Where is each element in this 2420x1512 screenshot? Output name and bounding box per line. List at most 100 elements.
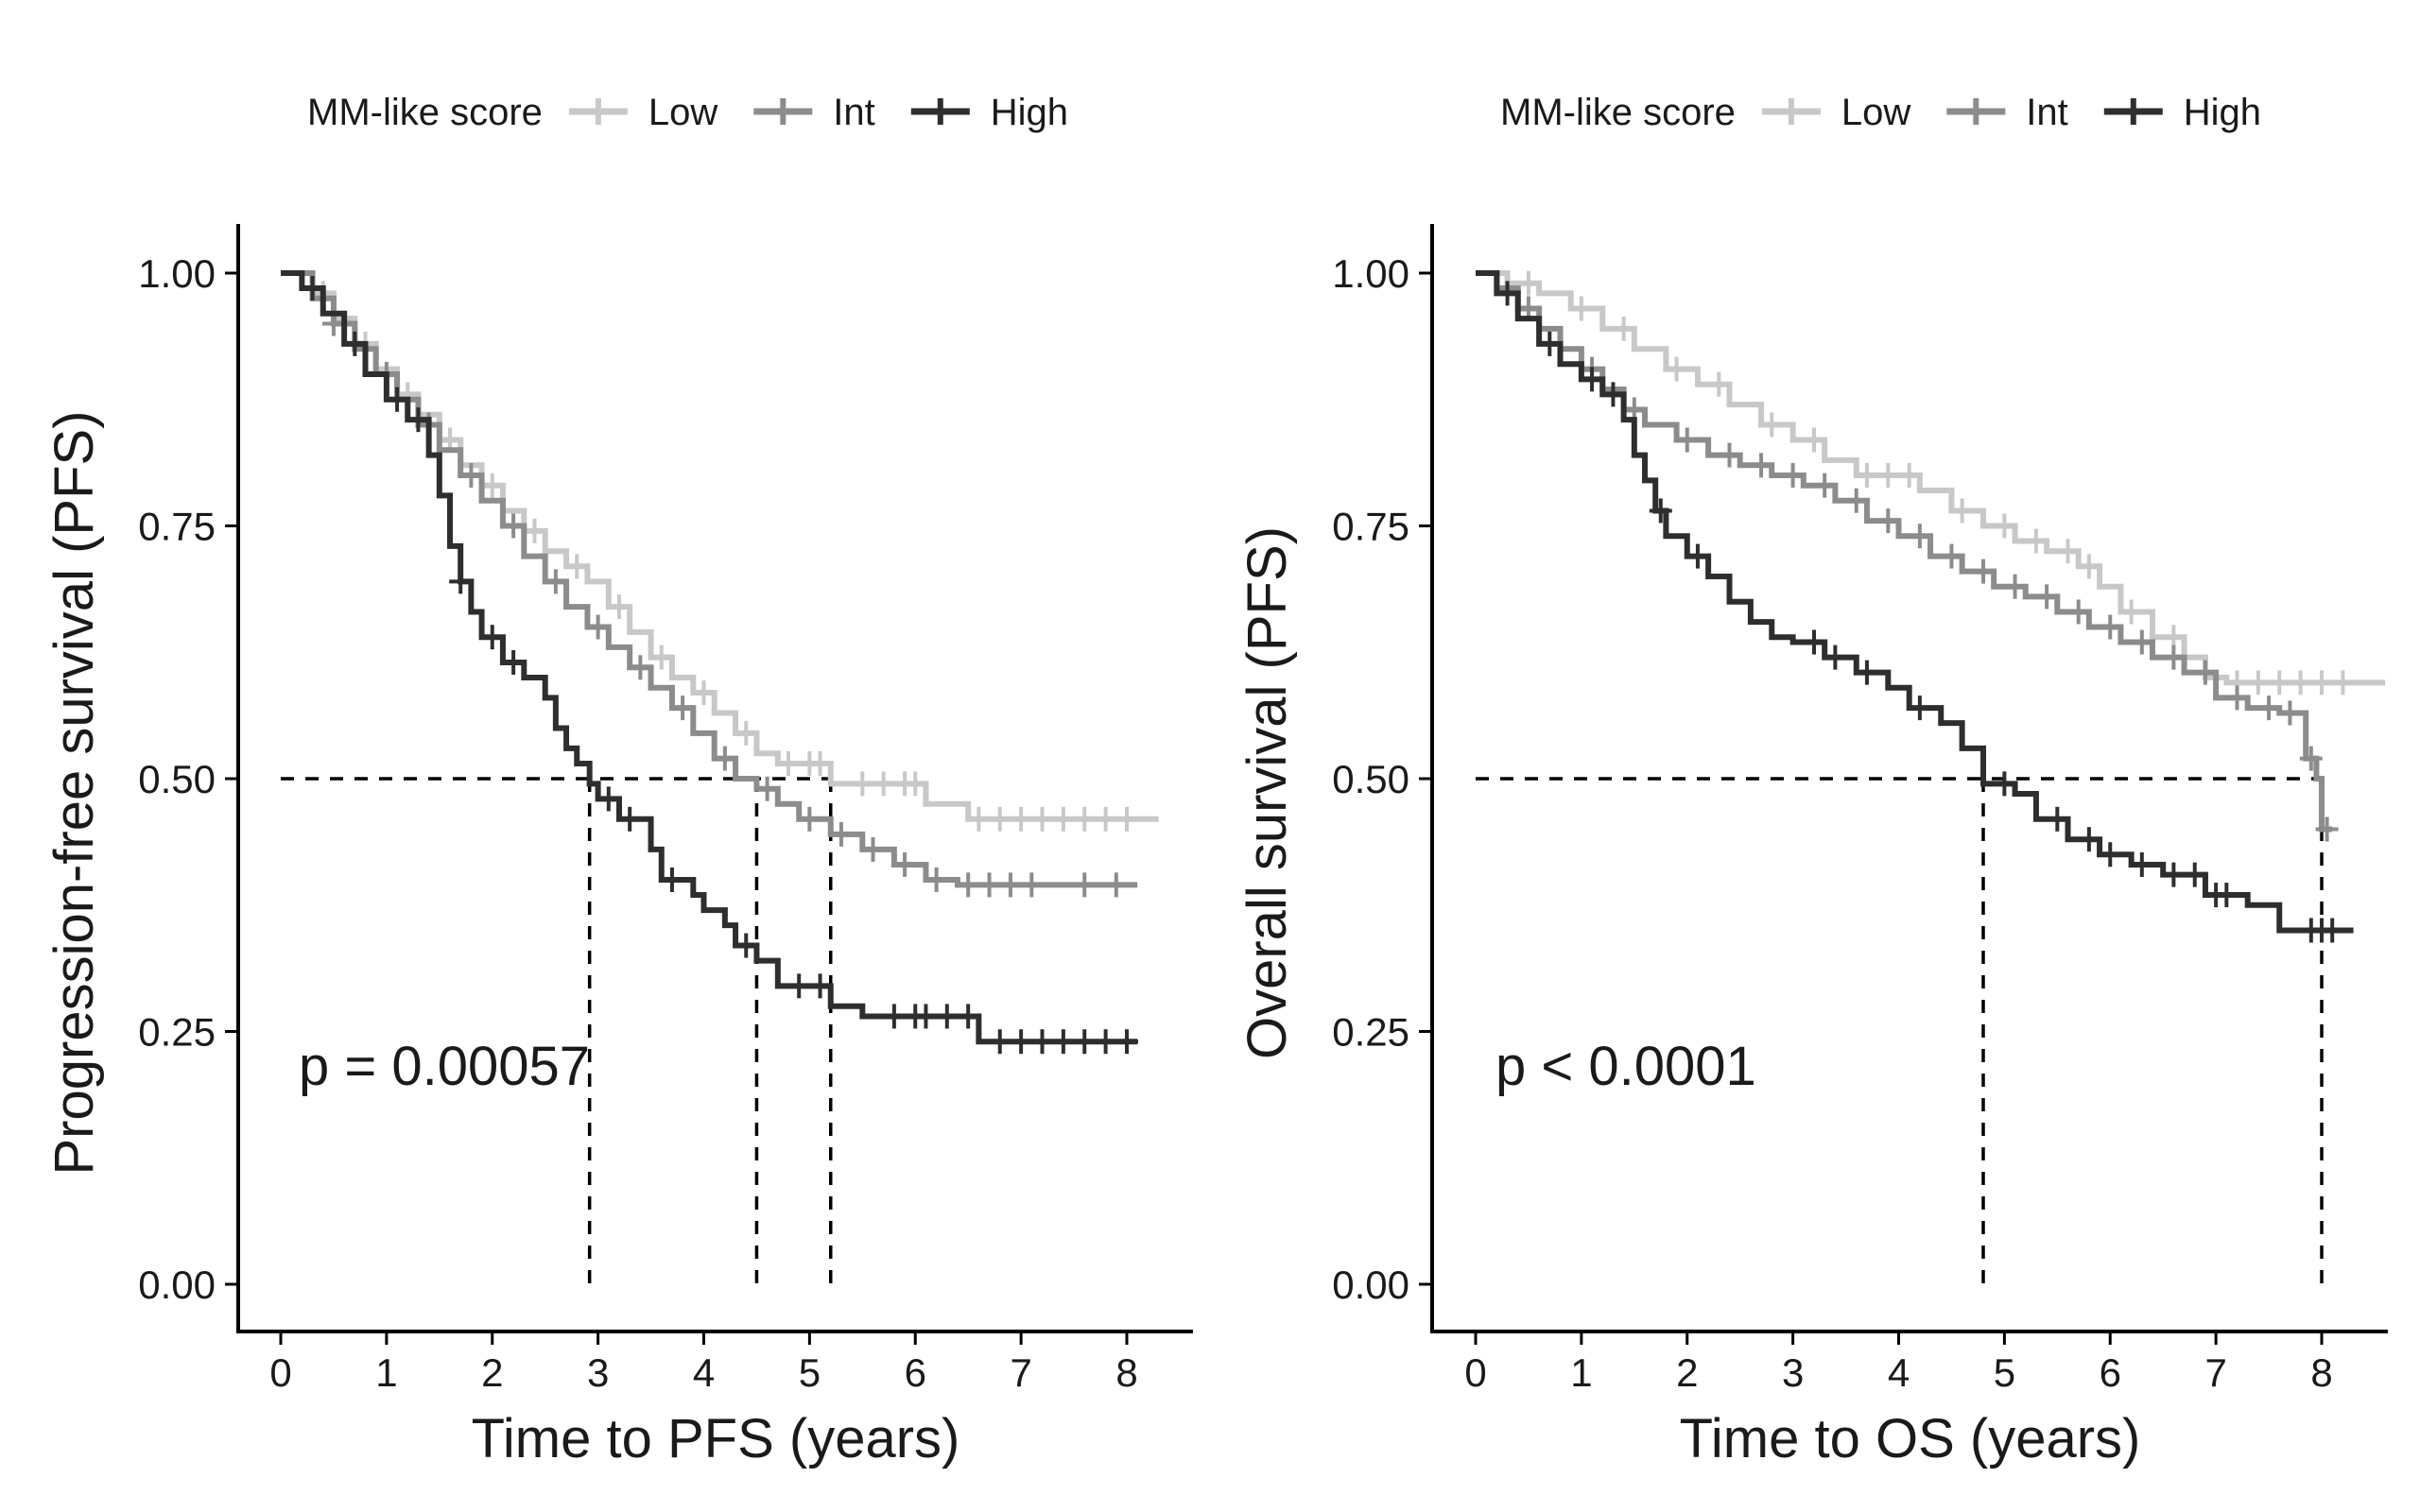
censor-mark	[2056, 539, 2080, 564]
x-tick-label: 5	[1994, 1350, 2015, 1395]
censor-mark	[2024, 528, 2048, 554]
censor-mark	[893, 851, 917, 877]
legend-title: MM-like score	[1500, 92, 1736, 133]
censor-mark	[1950, 498, 1974, 524]
censor-mark	[1675, 427, 1699, 453]
censor-mark	[2099, 842, 2122, 868]
censor-mark	[1844, 488, 1868, 513]
censor-mark	[2246, 670, 2270, 696]
y-tick-label: 0.50	[138, 757, 216, 801]
censor-mark	[1073, 872, 1097, 898]
km-series-int	[281, 270, 1138, 898]
censor-mark	[459, 463, 483, 488]
censor-mark	[1685, 543, 1709, 569]
km-panel-2: MM-like score Low Int High 0.00 0.25 0.50 0.75 1…	[1236, 92, 2388, 1469]
km-curve-int	[1476, 270, 2333, 833]
censor-mark	[1612, 316, 1635, 341]
censor-mark	[1803, 427, 1825, 453]
censor-mark	[1569, 296, 1593, 321]
censor-mark	[1094, 1029, 1117, 1055]
censor-mark	[861, 836, 885, 862]
km-curve-high	[1476, 270, 2354, 934]
y-tick-label: 1.00	[1332, 251, 1409, 296]
y-tick-label: 0.25	[1332, 1010, 1409, 1055]
km-series-int	[1476, 270, 2339, 842]
censor-mark	[2193, 660, 2217, 685]
x-tick-label: 4	[693, 1350, 715, 1395]
x-axis-title: Time to PFS (years)	[472, 1408, 960, 1469]
censor-mark	[988, 1029, 1011, 1055]
censor-mark	[2183, 862, 2206, 887]
censor-mark	[755, 776, 779, 801]
censor-mark	[1707, 371, 1731, 397]
censor-mark	[1781, 463, 1805, 488]
censor-mark	[1030, 1029, 1054, 1055]
censor-mark	[2268, 670, 2291, 696]
censor-mark	[1115, 806, 1138, 832]
censor-mark	[1908, 524, 1931, 549]
censor-mark	[1051, 1029, 1075, 1055]
censor-mark	[1020, 872, 1044, 898]
km-panel-1: MM-like score Low Int High 0.00 0.25 0.50 0.75 1…	[43, 92, 1193, 1469]
censor-mark	[967, 806, 991, 832]
censor-mark	[735, 720, 758, 746]
censor-mark	[808, 750, 832, 776]
censor-mark	[787, 973, 811, 999]
y-axis-title: Overall survival (PFS)	[1236, 526, 1298, 1059]
x-tick-label: 1	[1570, 1350, 1592, 1395]
censor-mark	[1855, 463, 1878, 488]
censor-mark	[851, 771, 874, 797]
censor-mark	[544, 569, 567, 594]
x-tick-label: 2	[481, 1350, 503, 1395]
censor-mark	[1993, 771, 2016, 797]
censor-mark	[2321, 918, 2344, 943]
censor-mark	[565, 554, 589, 579]
censor-mark	[925, 868, 948, 892]
censor-mark	[2066, 599, 2090, 625]
x-tick-label: 0	[269, 1350, 291, 1395]
censor-mark	[777, 750, 800, 776]
censor-mark	[2162, 862, 2186, 887]
y-tick-label: 1.00	[138, 251, 216, 296]
x-tick-label: 2	[1676, 1350, 1698, 1395]
censor-mark	[957, 1004, 980, 1029]
censor-mark	[301, 276, 324, 301]
legend-label-high: High	[991, 92, 1068, 133]
censor-mark	[1876, 508, 1900, 534]
censor-mark	[872, 771, 895, 797]
y-tick-label: 0.75	[1332, 505, 1409, 549]
km-curve-low	[1476, 270, 2386, 686]
legend-label-int: Int	[2026, 92, 2067, 133]
censor-mark	[2130, 629, 2153, 655]
censor-mark	[671, 696, 695, 721]
censor-mark	[1940, 543, 1963, 569]
km-series-high	[281, 270, 1138, 1055]
x-tick-label: 1	[375, 1350, 397, 1395]
km-curve-low	[281, 270, 1159, 822]
censor-mark	[1115, 1029, 1138, 1055]
censor-mark	[882, 1004, 906, 1029]
censor-mark	[808, 973, 832, 999]
censor-mark	[1030, 806, 1054, 832]
censor-mark	[2077, 827, 2100, 852]
km-series-low	[1476, 270, 2386, 696]
censor-mark	[1718, 442, 1741, 468]
p-value-annotation: p = 0.00057	[299, 1036, 590, 1097]
censor-mark	[988, 806, 1011, 832]
km-series-high	[1476, 270, 2354, 943]
y-tick-label: 0.00	[138, 1263, 216, 1307]
censor-mark	[1760, 412, 1784, 438]
x-tick-label: 3	[587, 1350, 609, 1395]
censor-mark	[1855, 660, 1878, 685]
legend-label-low: Low	[648, 92, 717, 133]
y-tick-label: 0.00	[1332, 1263, 1409, 1307]
censor-mark	[386, 387, 409, 412]
y-tick-label: 0.75	[138, 505, 216, 549]
x-tick-label: 6	[2100, 1350, 2121, 1395]
x-tick-label: 0	[1464, 1350, 1486, 1395]
censor-mark	[649, 644, 673, 670]
censor-mark	[1104, 872, 1128, 898]
censor-mark	[2225, 685, 2249, 711]
censor-mark	[523, 518, 546, 543]
legend-key-int	[1946, 98, 2006, 125]
